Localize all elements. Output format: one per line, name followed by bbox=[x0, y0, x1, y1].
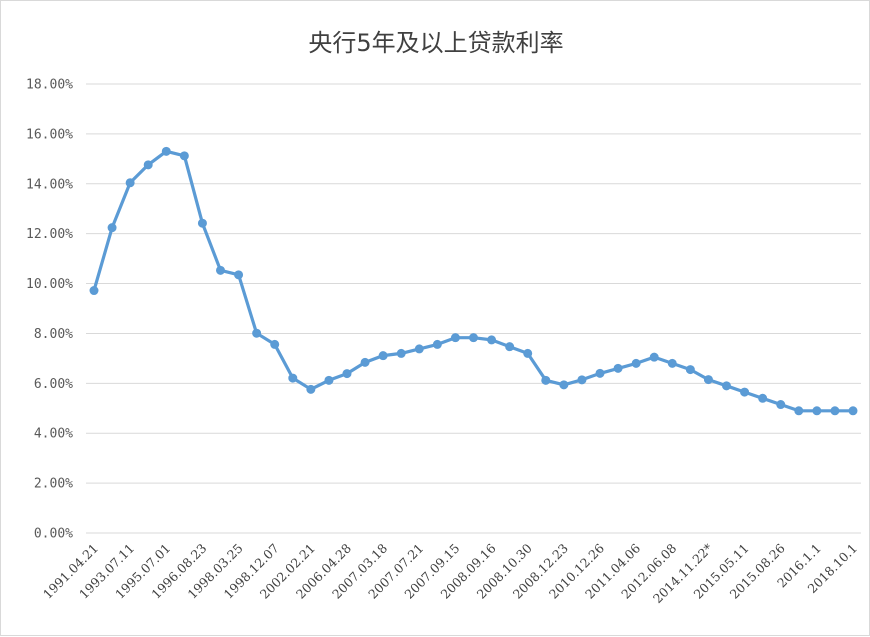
data-point bbox=[776, 400, 786, 410]
series-layer bbox=[89, 146, 858, 416]
data-point bbox=[595, 368, 605, 378]
data-point bbox=[649, 352, 659, 362]
data-point bbox=[432, 339, 442, 349]
data-point bbox=[577, 375, 587, 385]
data-point bbox=[631, 358, 641, 368]
data-point bbox=[505, 342, 515, 352]
y-tick-label: 10.00% bbox=[26, 277, 73, 292]
data-point bbox=[703, 375, 713, 385]
data-point bbox=[848, 406, 858, 416]
data-point bbox=[613, 363, 623, 373]
series-line bbox=[92, 149, 855, 413]
data-point bbox=[179, 151, 189, 161]
gridlines bbox=[86, 83, 861, 534]
y-axis-ticks: 0.00% 2.00% 4.00% 6.00% 8.00% 10.00% 12.00% 14.… bbox=[26, 78, 73, 542]
data-point bbox=[360, 357, 370, 367]
data-point bbox=[740, 387, 750, 397]
data-point bbox=[342, 369, 352, 379]
y-tick-label: 14.00% bbox=[26, 177, 73, 192]
data-point bbox=[125, 178, 135, 188]
data-point bbox=[143, 160, 153, 170]
data-point bbox=[830, 406, 840, 416]
data-point bbox=[89, 286, 99, 296]
data-point bbox=[396, 348, 406, 358]
data-point bbox=[758, 393, 768, 403]
data-point bbox=[270, 339, 280, 349]
data-point bbox=[722, 381, 731, 391]
data-point bbox=[378, 351, 388, 361]
y-tick-label: 2.00% bbox=[34, 477, 73, 492]
data-point bbox=[469, 333, 478, 343]
data-point bbox=[487, 335, 497, 345]
data-point bbox=[685, 365, 695, 375]
y-tick-label: 0.00% bbox=[34, 527, 73, 542]
y-tick-label: 4.00% bbox=[34, 427, 73, 442]
chart-title: 央行5年及以上贷款利率 bbox=[308, 29, 564, 57]
y-tick-label: 6.00% bbox=[34, 377, 73, 392]
data-point bbox=[161, 146, 171, 156]
y-tick-label: 12.00% bbox=[26, 227, 73, 242]
data-point bbox=[414, 344, 424, 354]
data-point bbox=[559, 380, 569, 390]
data-point bbox=[794, 406, 804, 416]
data-point bbox=[216, 265, 225, 275]
data-point bbox=[234, 270, 244, 280]
data-point bbox=[107, 223, 117, 233]
data-point bbox=[288, 373, 298, 383]
y-tick-label: 16.00% bbox=[26, 127, 73, 142]
data-point bbox=[450, 333, 460, 343]
y-tick-label: 8.00% bbox=[34, 327, 73, 342]
data-point bbox=[667, 358, 677, 368]
data-point bbox=[324, 375, 334, 385]
data-point bbox=[252, 328, 262, 338]
data-point bbox=[197, 218, 207, 228]
data-point bbox=[541, 375, 551, 385]
x-axis-ticks: 1991.04.211993.07.111995.07.011996.08.23… bbox=[40, 540, 860, 606]
data-point bbox=[306, 384, 316, 394]
y-tick-label: 18.00% bbox=[26, 78, 73, 93]
data-point bbox=[523, 348, 533, 358]
data-point bbox=[812, 406, 822, 416]
